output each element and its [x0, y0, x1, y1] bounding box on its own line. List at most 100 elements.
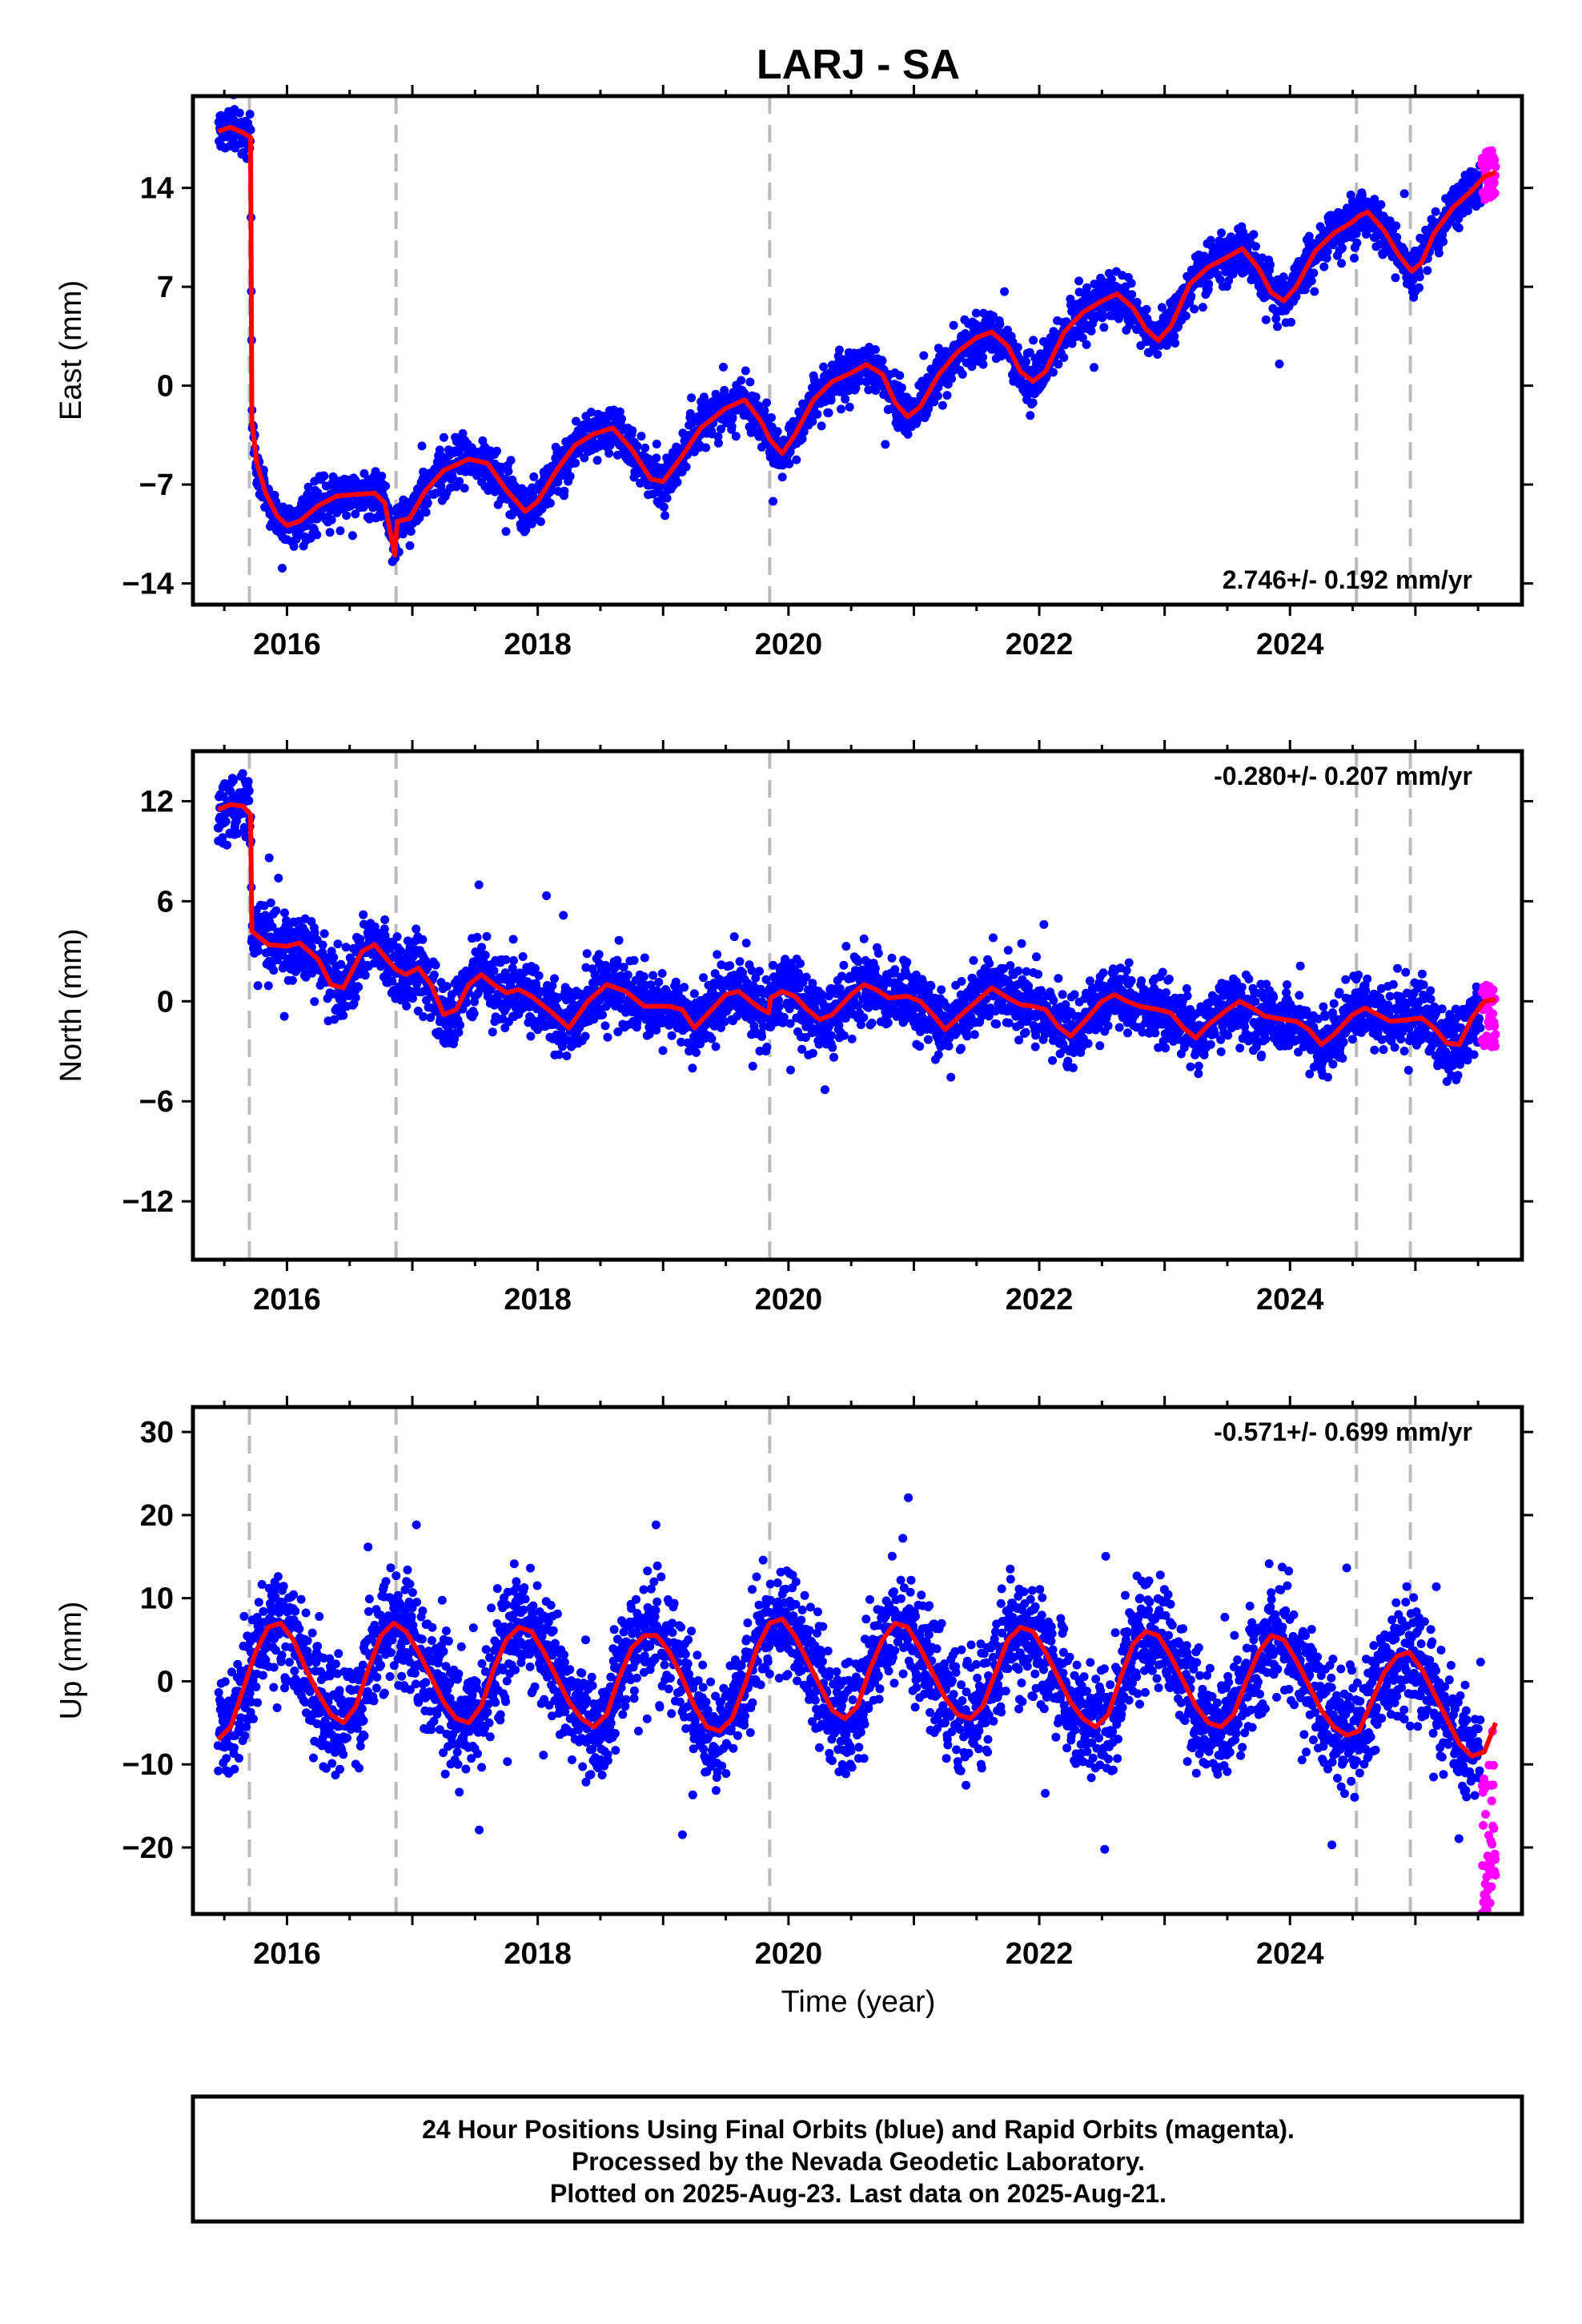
final-point [1060, 340, 1070, 350]
frame-east [191, 94, 1524, 607]
final-point [1454, 223, 1464, 233]
final-point [327, 515, 336, 525]
final-point [813, 409, 822, 419]
x-tick-label: 2024 [1256, 628, 1324, 661]
final-point [629, 955, 639, 965]
final-point [657, 969, 667, 978]
final-point [351, 509, 360, 519]
final-point [595, 995, 604, 1005]
final-point [582, 949, 592, 959]
final-point [406, 527, 416, 536]
final-point [335, 526, 345, 536]
final-point [1059, 353, 1069, 362]
final-point [448, 472, 457, 481]
final-point [728, 412, 737, 422]
final-point [336, 959, 346, 969]
final-point [933, 391, 942, 400]
final-point [341, 943, 351, 952]
final-point [232, 816, 241, 826]
final-point [553, 477, 563, 487]
final-point [1106, 275, 1116, 284]
final-point [837, 404, 845, 414]
final-point [548, 981, 557, 991]
final-point [1013, 343, 1022, 352]
y-tick-label: −7 [139, 468, 174, 502]
final-point [603, 1032, 612, 1042]
final-point [439, 432, 448, 442]
final-point [403, 936, 412, 946]
final-point [797, 434, 807, 444]
final-point [312, 530, 322, 540]
final-point [269, 966, 279, 975]
final-point [318, 940, 327, 950]
final-point [244, 786, 254, 796]
final-point [1291, 292, 1301, 301]
final-point [636, 432, 646, 441]
final-point [303, 482, 313, 492]
final-point [1181, 312, 1191, 320]
final-point [1126, 279, 1136, 288]
final-point [289, 541, 299, 551]
final-point [604, 448, 614, 458]
final-point [1310, 287, 1319, 296]
final-point [727, 422, 737, 431]
final-point [623, 971, 632, 979]
final-point [518, 952, 528, 961]
final-point [423, 498, 432, 508]
final-point [489, 966, 499, 975]
final-point [1279, 272, 1288, 282]
final-point [1287, 317, 1296, 327]
final-point [819, 362, 829, 372]
final-point [1249, 230, 1259, 239]
final-point [1022, 357, 1031, 367]
final-point [274, 874, 283, 883]
final-point [942, 391, 952, 400]
final-point [877, 356, 887, 365]
final-point [1132, 297, 1142, 307]
final-point [245, 110, 255, 119]
final-point [379, 924, 389, 934]
final-point [1099, 323, 1109, 332]
final-point [270, 490, 279, 500]
final-point [339, 1011, 348, 1020]
final-point [280, 908, 289, 918]
final-point [1153, 350, 1162, 359]
final-point [1352, 238, 1362, 247]
final-point [958, 369, 967, 379]
final-point [1029, 336, 1038, 345]
final-point [799, 427, 809, 436]
final-point [1098, 313, 1107, 323]
final-point [1434, 248, 1443, 258]
final-point [1351, 229, 1361, 239]
final-point [1319, 262, 1329, 271]
final-point [658, 1046, 668, 1055]
final-point [392, 932, 402, 942]
final-point [1127, 290, 1137, 300]
final-point [1086, 326, 1096, 336]
final-point [436, 481, 446, 491]
final-point [426, 1013, 436, 1023]
final-point [1391, 273, 1400, 283]
final-point [661, 511, 670, 521]
final-point [834, 345, 844, 355]
final-point [422, 995, 432, 1005]
final-point [717, 424, 725, 434]
final-point [590, 971, 600, 979]
final-point [533, 1025, 542, 1035]
final-point [824, 408, 833, 417]
final-point [760, 406, 769, 416]
final-point [223, 840, 231, 850]
final-point [644, 1029, 654, 1039]
final-point [266, 898, 275, 907]
final-point [501, 527, 511, 537]
final-point [1399, 245, 1409, 255]
final-point [1266, 260, 1275, 270]
final-point [263, 981, 273, 991]
final-point [488, 1027, 497, 1037]
final-point [1375, 239, 1384, 249]
final-point [652, 453, 661, 463]
final-point [1322, 253, 1331, 263]
final-point [521, 525, 531, 534]
final-point [219, 792, 228, 802]
final-point [640, 443, 650, 452]
